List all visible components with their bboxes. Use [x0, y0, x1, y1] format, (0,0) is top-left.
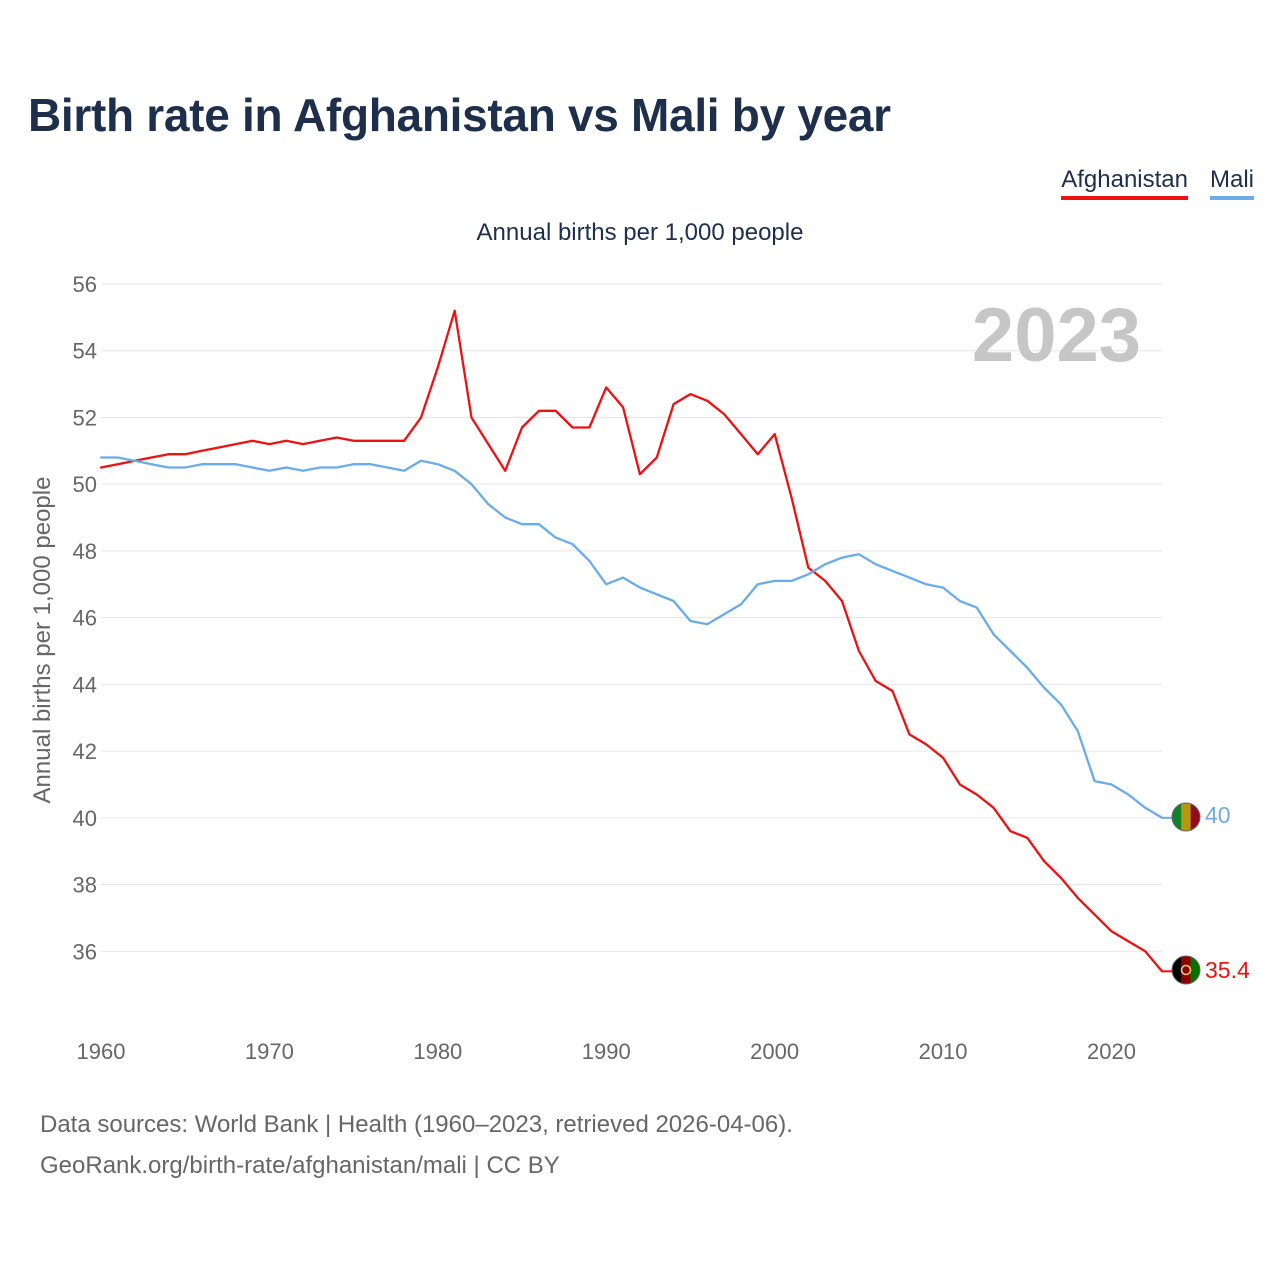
x-tick-label-1980: 1980: [413, 1039, 462, 1064]
chart-title: Birth rate in Afghanistan vs Mali by yea…: [28, 89, 891, 141]
y-tick-label-56: 56: [73, 272, 97, 297]
series-lines: [99, 309, 1172, 973]
afghanistan-end-label: 35.4: [1205, 957, 1250, 983]
x-tick-label-2020: 2020: [1087, 1039, 1136, 1064]
x-tick-label-2010: 2010: [919, 1039, 968, 1064]
chart-subtitle: Annual births per 1,000 people: [477, 219, 804, 246]
y-tick-label-46: 46: [73, 606, 97, 631]
data-source-text: Data sources: World Bank | Health (1960–…: [40, 1111, 793, 1138]
y-tick-label-50: 50: [73, 472, 97, 497]
y-tick-label-40: 40: [73, 806, 97, 831]
x-tick-label-2000: 2000: [750, 1039, 799, 1064]
x-tick-label-1990: 1990: [582, 1039, 631, 1064]
y-tick-label-42: 42: [73, 739, 97, 764]
legend-item-mali[interactable]: Mali: [1209, 166, 1254, 200]
afghanistan-flag-icon: [1171, 955, 1201, 985]
y-axis-title: Annual births per 1,000 people: [29, 477, 56, 804]
x-axis-ticks: 1960 1970 1980 1990 2000 2010 2020: [77, 1039, 1136, 1064]
y-axis-ticks: 36 38 40 42 44 46 48 50 52 54 56: [73, 272, 97, 964]
y-tick-label-36: 36: [73, 939, 97, 964]
line-chart: 36 38 40 42 44 46 48 50 52 54 56 1960 1970 1980 1990 2…: [29, 219, 1250, 1064]
mali-flag-icon: [1171, 802, 1201, 832]
legend-item-afghanistan[interactable]: Afghanistan: [1061, 166, 1188, 200]
y-tick-label-48: 48: [73, 539, 97, 564]
year-watermark: 2023: [972, 293, 1141, 378]
legend: Afghanistan Mali: [1061, 166, 1254, 200]
series-line-mali: [99, 456, 1164, 819]
y-tick-label-44: 44: [73, 672, 97, 697]
y-tick-label-54: 54: [73, 339, 97, 364]
y-tick-label-52: 52: [73, 405, 97, 430]
gridlines: [101, 283, 1162, 952]
x-tick-label-1960: 1960: [77, 1039, 126, 1064]
y-tick-label-38: 38: [73, 873, 97, 898]
x-tick-label-1970: 1970: [245, 1039, 294, 1064]
footer: Data sources: World Bank | Health (1960–…: [40, 1104, 793, 1186]
series-line-afghanistan: [99, 309, 1164, 973]
source-link[interactable]: GeoRank.org/birth-rate/afghanistan/mali …: [40, 1152, 560, 1179]
mali-end-label: 40: [1205, 802, 1231, 828]
